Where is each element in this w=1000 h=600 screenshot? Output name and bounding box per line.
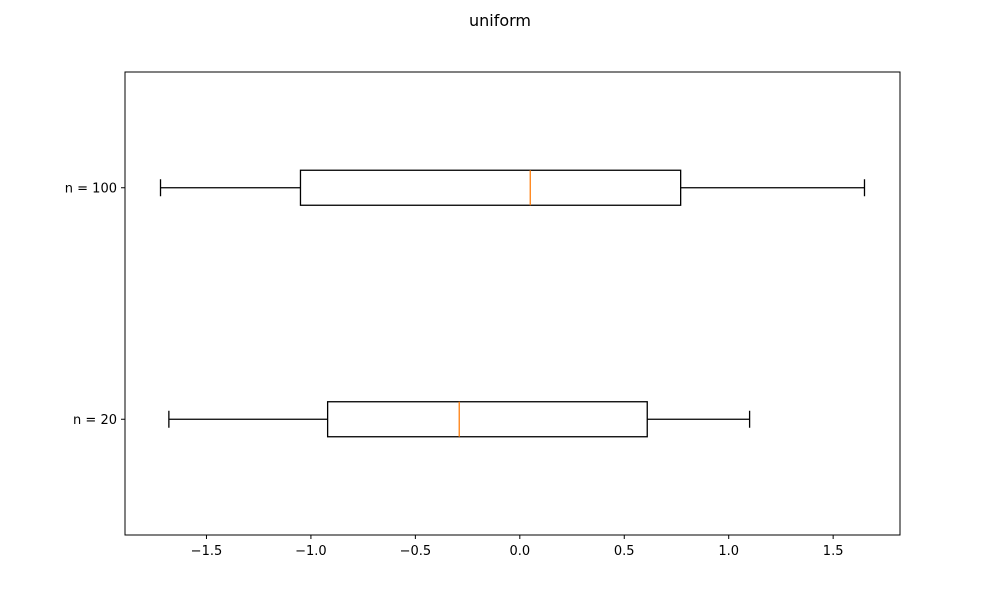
y-tick-label: n = 100 bbox=[65, 181, 117, 196]
plot-area-frame bbox=[124, 71, 901, 536]
chart-marks bbox=[159, 169, 866, 438]
x-tick-label: −1.0 bbox=[295, 544, 327, 559]
box-iqr bbox=[326, 401, 648, 438]
x-tick-label: 0.5 bbox=[614, 544, 635, 559]
x-tick-label: 1.0 bbox=[718, 544, 739, 559]
x-tick-label: 0.0 bbox=[509, 544, 530, 559]
box-iqr bbox=[299, 169, 682, 206]
box-group bbox=[168, 401, 751, 438]
box-group bbox=[159, 169, 866, 206]
x-tick-label: −1.5 bbox=[191, 544, 223, 559]
chart-axes: n = 20 n = 100 −1.5 −1.0 −0.5 0.0 0.5 1.0 1.5 bbox=[65, 181, 844, 559]
x-tick-label: −0.5 bbox=[400, 544, 432, 559]
chart-title: uniform bbox=[469, 11, 531, 30]
x-tick-label: 1.5 bbox=[823, 544, 844, 559]
y-tick-label: n = 20 bbox=[73, 413, 117, 428]
